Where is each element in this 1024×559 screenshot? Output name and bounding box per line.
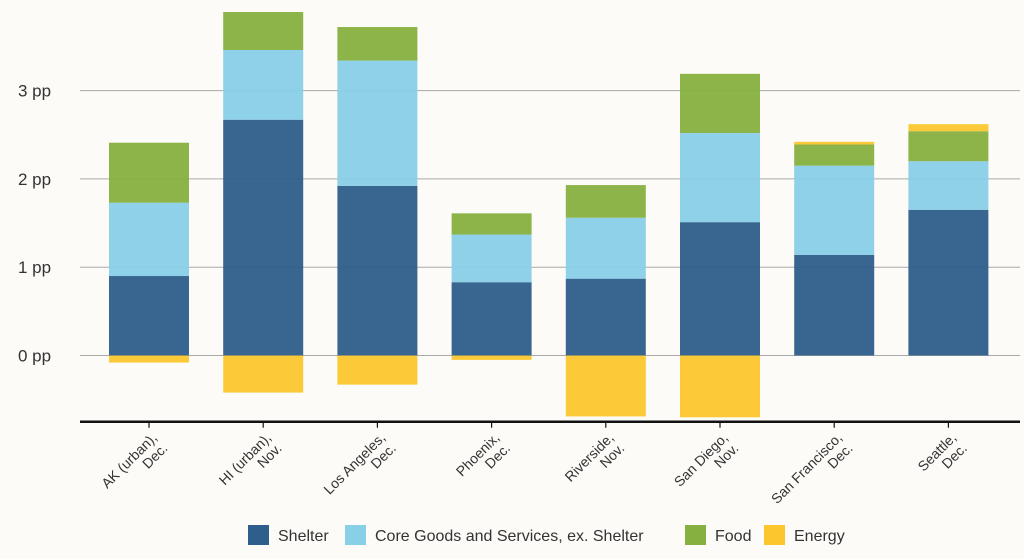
- y-tick-label: 3 pp: [18, 82, 51, 101]
- bar-segment-core-goods-and-services-ex-shelter: [223, 49, 304, 120]
- legend-label: Shelter: [278, 528, 329, 545]
- bar-segment-core-goods-and-services-ex-shelter: [451, 234, 532, 283]
- bar-segment-energy: [565, 355, 646, 417]
- bar-segment-energy: [223, 355, 304, 393]
- bar-segment-food: [223, 12, 304, 50]
- bar-segment-core-goods-and-services-ex-shelter: [337, 60, 418, 186]
- bar-segment-energy: [109, 355, 189, 363]
- bar-segment-shelter: [109, 276, 189, 356]
- x-tick-label-group: Riverside,Nov.: [561, 429, 627, 484]
- legend-label: Core Goods and Services, ex. Shelter: [375, 528, 644, 545]
- legend-swatch: [345, 525, 366, 545]
- gridlines: [80, 90, 1020, 356]
- x-tick-label-group: San Francisco,Dec.: [768, 429, 856, 506]
- x-tick-label-group: AK (urban),Dec.: [98, 429, 171, 491]
- bar-segment-core-goods-and-services-ex-shelter: [908, 161, 989, 210]
- bar-segment-core-goods-and-services-ex-shelter: [680, 132, 760, 223]
- bar-segment-shelter: [908, 209, 989, 356]
- bar-segment-energy: [680, 355, 760, 418]
- x-tick-label-group: Phoenix,Dec.: [453, 429, 513, 479]
- legend-swatch: [685, 525, 706, 545]
- bar-segment-core-goods-and-services-ex-shelter: [794, 165, 875, 255]
- bar-segment-food: [109, 142, 189, 203]
- y-tick-label: 0 pp: [18, 347, 51, 366]
- legend-swatch: [248, 525, 269, 545]
- bar-segment-shelter: [565, 278, 646, 356]
- y-tick-label: 2 pp: [18, 170, 51, 189]
- bars: [109, 12, 989, 418]
- bar-segment-energy: [337, 355, 418, 385]
- bar-segment-energy: [908, 124, 989, 132]
- legend-label: Food: [715, 528, 751, 545]
- bar-segment-food: [794, 144, 875, 166]
- y-tick-label: 1 pp: [18, 258, 51, 277]
- legend-swatch: [764, 525, 785, 545]
- x-tick-label-group: Seattle,Dec.: [914, 429, 969, 474]
- bar-segment-food: [451, 213, 532, 235]
- legend-label: Energy: [794, 528, 845, 545]
- x-tick-label-group: San Diego,Nov.: [671, 429, 742, 489]
- bar-segment-food: [908, 131, 989, 162]
- bar-segment-shelter: [794, 254, 875, 356]
- x-tick-label-group: HI (urban),Nov.: [216, 429, 285, 488]
- bar-segment-shelter: [680, 222, 760, 356]
- bar-segment-food: [565, 185, 646, 218]
- x-tick-label-group: Los Angeles,Dec.: [320, 429, 399, 497]
- bar-segment-shelter: [451, 282, 532, 356]
- legend: Shelter Core Goods and Services, ex. Shel…: [248, 525, 845, 545]
- bar-segment-shelter: [337, 185, 418, 356]
- bar-segment-food: [337, 27, 418, 61]
- bar-segment-food: [680, 73, 760, 133]
- bar-segment-shelter: [223, 119, 304, 356]
- bar-segment-energy: [451, 355, 532, 360]
- bar-segment-core-goods-and-services-ex-shelter: [109, 202, 189, 277]
- bar-segment-core-goods-and-services-ex-shelter: [565, 217, 646, 279]
- bar-segment-energy: [794, 141, 875, 145]
